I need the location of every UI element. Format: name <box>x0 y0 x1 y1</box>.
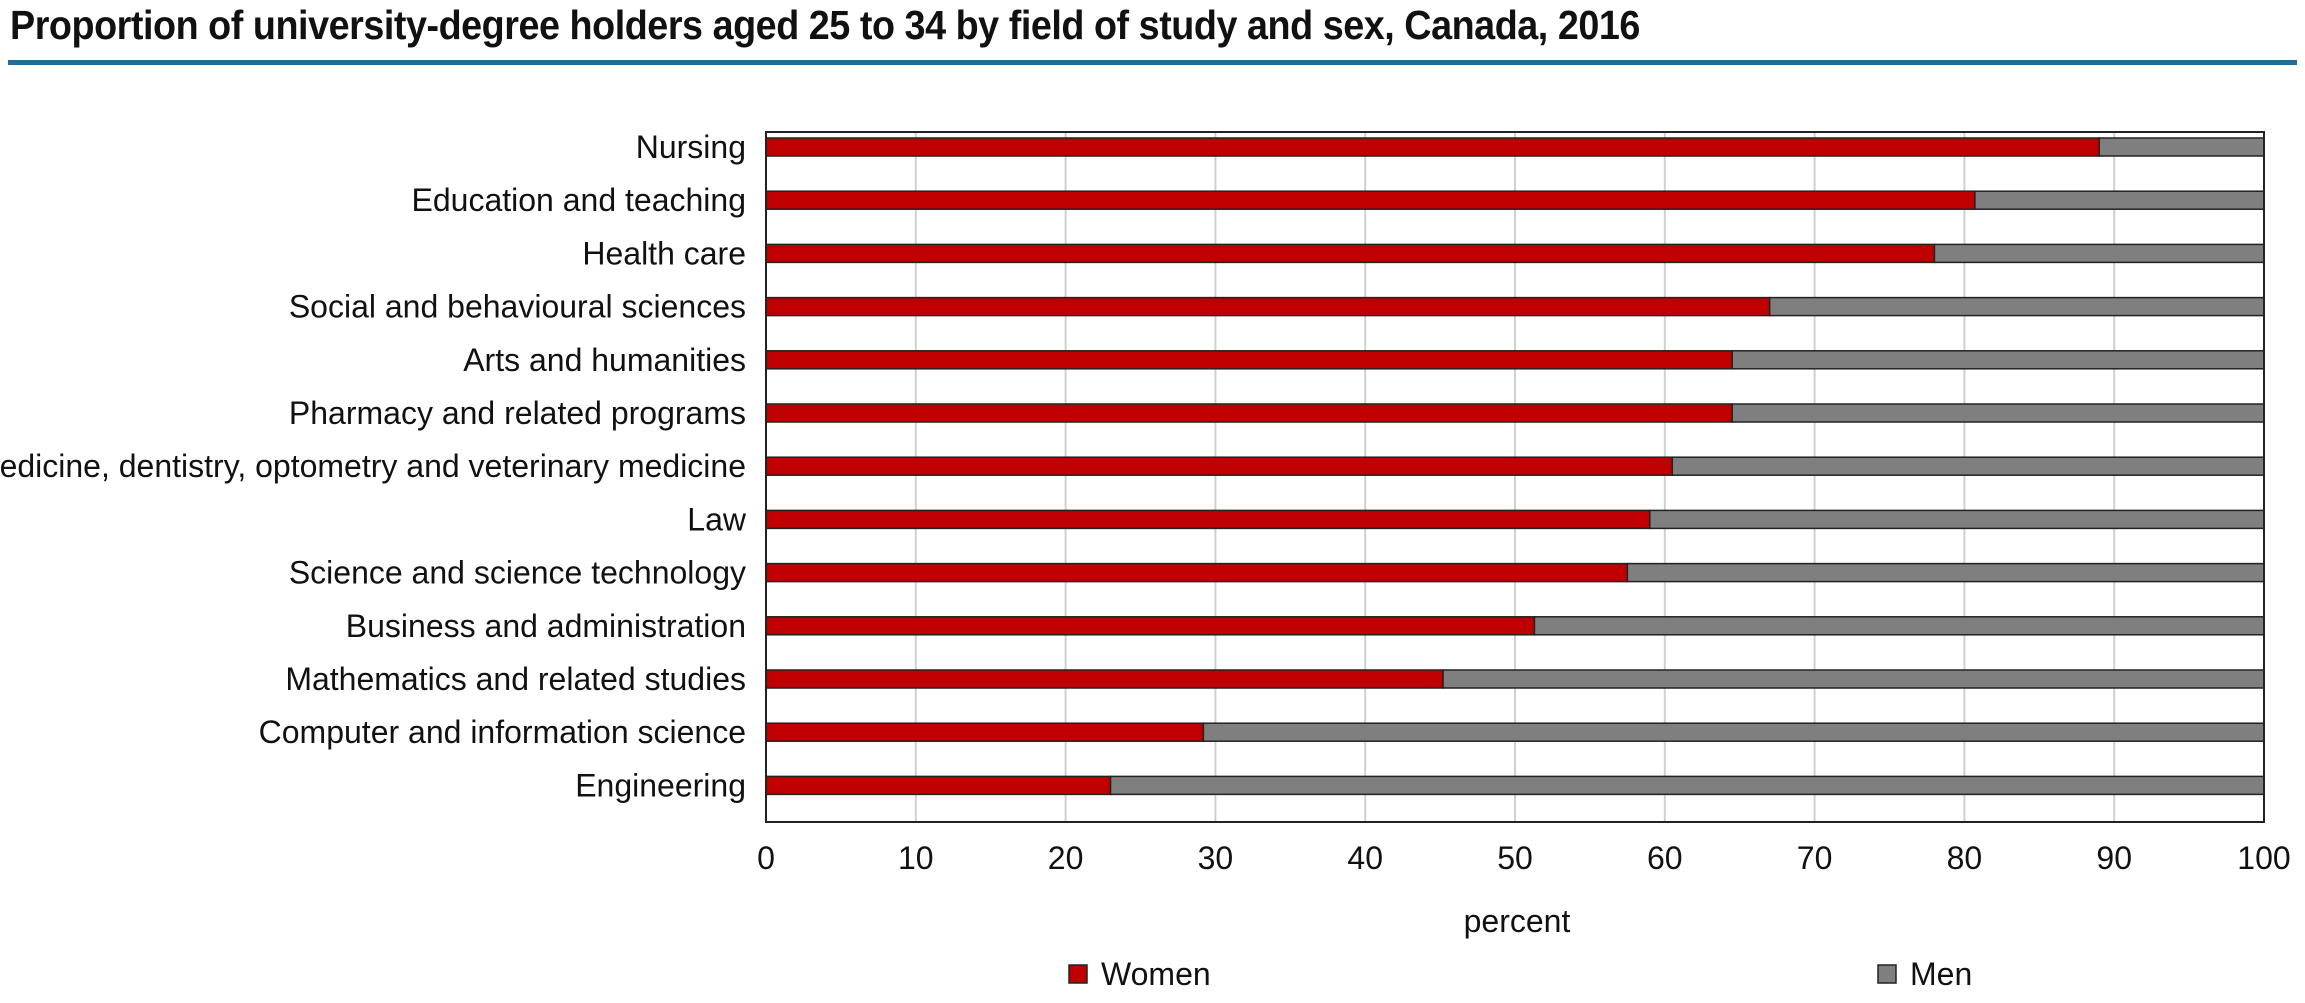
bar-men <box>1731 350 2265 370</box>
x-tick-label: 80 <box>1947 840 1983 876</box>
bar-women <box>765 562 1629 583</box>
legend: Women Men <box>1068 956 1972 992</box>
category-label: Health care <box>582 235 746 271</box>
x-tick-label: 100 <box>2237 840 2290 876</box>
bar-men <box>1671 456 2265 476</box>
x-tick-label: 50 <box>1497 840 1533 876</box>
x-tick-label: 20 <box>1048 840 1084 876</box>
category-label: Business and administration <box>346 608 746 644</box>
bar-women <box>765 296 1771 317</box>
x-tick-label: 30 <box>1198 840 1234 876</box>
x-tick-label: 60 <box>1647 840 1683 876</box>
category-label: Education and teaching <box>412 182 746 218</box>
bar-men <box>1109 775 2265 796</box>
plot-frame <box>765 131 2265 823</box>
bar-women <box>765 669 1444 689</box>
category-label: Computer and information science <box>259 714 746 750</box>
category-label: Nursing <box>636 129 746 165</box>
bar-women <box>765 775 1112 796</box>
bar-men <box>1731 403 2265 423</box>
x-axis-title: percent <box>1464 903 1571 939</box>
bar-men <box>1626 562 2265 583</box>
x-tick-label: 0 <box>757 840 775 876</box>
bar-men <box>2098 137 2265 157</box>
legend-label-men: Men <box>1910 956 1972 992</box>
bars <box>765 137 2265 796</box>
category-label: Medicine, dentistry, optometry and veter… <box>0 448 746 484</box>
x-tick-labels: 0 10 20 30 40 50 60 70 80 90 100 <box>757 840 2291 876</box>
bar-women <box>765 190 1976 210</box>
category-label: Mathematics and related studies <box>285 661 746 697</box>
gridlines <box>914 132 2116 822</box>
legend-swatch-women <box>1068 964 1088 984</box>
x-tick-label: 90 <box>2096 840 2132 876</box>
x-tick-label: 10 <box>898 840 934 876</box>
category-labels: Nursing Education and teaching Health care… <box>0 129 747 803</box>
x-tick-label: 70 <box>1797 840 1833 876</box>
bar-women <box>765 616 1536 636</box>
bar-men <box>1974 190 2265 210</box>
category-label: Social and behavioural sciences <box>289 289 746 325</box>
category-label: Engineering <box>575 767 746 803</box>
category-label: Law <box>687 501 747 537</box>
bar-men <box>1768 296 2265 317</box>
bar-men <box>1202 722 2265 742</box>
category-label: Science and science technology <box>289 555 746 591</box>
bar-women <box>765 350 1733 370</box>
bar-women <box>765 456 1674 476</box>
legend-swatch-men <box>1877 964 1897 984</box>
bar-women <box>765 137 2100 157</box>
legend-label-women: Women <box>1101 956 1211 992</box>
title-rule <box>8 60 2297 65</box>
bar-women <box>765 722 1205 742</box>
chart-title: Proportion of university-degree holders … <box>10 2 1640 48</box>
bar-women <box>765 509 1651 530</box>
bar-men <box>1442 669 2265 689</box>
bar-men <box>1933 243 2265 264</box>
bar-women <box>765 403 1733 423</box>
bar-men <box>1649 509 2265 530</box>
category-label: Pharmacy and related programs <box>289 395 746 431</box>
bar-women <box>765 243 1936 264</box>
x-tick-label: 40 <box>1347 840 1383 876</box>
category-label: Arts and humanities <box>463 342 746 378</box>
bar-men <box>1533 616 2265 636</box>
